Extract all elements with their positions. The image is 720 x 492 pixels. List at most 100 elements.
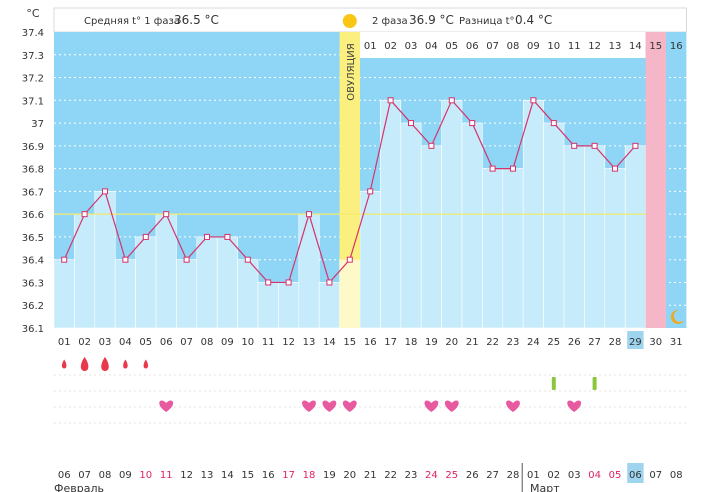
cycle-day-label: 25 bbox=[547, 337, 560, 348]
temp-bar bbox=[298, 213, 320, 329]
y-tick-label: 36.9 bbox=[22, 142, 44, 153]
ovulation-column bbox=[339, 32, 360, 328]
heart-icon bbox=[567, 400, 582, 412]
symptoms-panel bbox=[54, 352, 687, 456]
cycle-day-label: 17 bbox=[384, 337, 397, 348]
calendar-date-label: 22 bbox=[384, 470, 397, 481]
period-drop-icon bbox=[101, 357, 109, 371]
calendar-date-label: 06 bbox=[629, 470, 642, 481]
y-tick-label: 36.4 bbox=[22, 256, 44, 267]
temperature-point bbox=[530, 97, 537, 104]
cycle-day-label: 11 bbox=[262, 337, 275, 348]
phase2-day-number: 04 bbox=[425, 41, 438, 52]
calendar-date-label: 25 bbox=[445, 470, 458, 481]
y-tick-label: 36.5 bbox=[22, 233, 44, 244]
temperature-point bbox=[469, 120, 476, 127]
phase2-label: 2 фаза bbox=[372, 16, 408, 27]
cycle-day-label: 08 bbox=[201, 337, 214, 348]
sun-icon bbox=[342, 14, 357, 28]
cycle-day-label: 19 bbox=[425, 337, 438, 348]
temp-bar bbox=[359, 191, 381, 329]
calendar-date-label: 02 bbox=[547, 470, 560, 481]
phase1-label: Средняя t° 1 фаза bbox=[84, 16, 180, 27]
temp-bar bbox=[176, 259, 198, 329]
heart-icon bbox=[506, 400, 520, 412]
calendar-date-label: 16 bbox=[262, 470, 275, 481]
cycle-day-label: 14 bbox=[323, 337, 336, 348]
y-tick-label: 36.1 bbox=[22, 324, 44, 335]
phase2-day-number: 08 bbox=[507, 41, 520, 52]
temperature-point bbox=[142, 233, 149, 240]
calendar-date-label: 05 bbox=[609, 470, 622, 481]
marker-icon bbox=[592, 377, 597, 390]
temperature-point bbox=[204, 233, 210, 240]
cycle-day-label: 21 bbox=[466, 337, 479, 348]
calendar-date-label: 09 bbox=[119, 470, 132, 481]
temperature-point bbox=[326, 279, 333, 286]
calendar-date-label: 27 bbox=[486, 470, 499, 481]
calendar-date-label: 13 bbox=[201, 470, 214, 481]
cycle-day-label: 16 bbox=[364, 337, 377, 348]
heart-icon bbox=[159, 400, 174, 412]
temperature-point bbox=[448, 97, 455, 104]
calendar-date-label: 03 bbox=[568, 470, 581, 481]
cycle-day-label: 23 bbox=[507, 337, 520, 348]
phase2-day-number: 09 bbox=[527, 41, 540, 52]
temp-bar bbox=[400, 122, 422, 329]
cycle-day-label: 07 bbox=[180, 337, 193, 348]
month-2: Март bbox=[530, 482, 560, 492]
temp-bar bbox=[543, 122, 565, 329]
y-tick-label: 36.6 bbox=[22, 210, 44, 221]
highlight-day-bg bbox=[627, 331, 644, 349]
calendar-date-label: 17 bbox=[282, 470, 295, 481]
y-tick-label: 36.3 bbox=[22, 278, 44, 289]
calendar-date-label: 14 bbox=[221, 470, 234, 481]
temperature-point bbox=[183, 256, 190, 263]
calendar-date-label: 11 bbox=[160, 470, 173, 481]
calendar-date-label: 04 bbox=[588, 470, 601, 481]
temperature-point bbox=[306, 211, 312, 218]
cycle-day-label: 31 bbox=[670, 337, 683, 348]
temperature-point bbox=[489, 165, 496, 172]
temperature-point bbox=[550, 120, 557, 127]
temperature-point bbox=[387, 97, 394, 104]
cycle-day-label: 12 bbox=[282, 337, 295, 348]
phase2-day-number: 11 bbox=[568, 41, 581, 52]
temp-bar bbox=[482, 168, 504, 329]
phase1-value: 36.5 °C bbox=[174, 13, 219, 27]
calendar-date-label: 28 bbox=[507, 470, 520, 481]
cycle-day-label: 02 bbox=[78, 337, 91, 348]
unit-label: °C bbox=[26, 7, 40, 20]
temperature-point bbox=[163, 211, 170, 218]
temperature-point bbox=[265, 279, 272, 286]
y-tick-label: 37.1 bbox=[22, 96, 44, 107]
phase2-day-number: 15 bbox=[649, 41, 662, 52]
temp-bar bbox=[257, 282, 279, 329]
temperature-point bbox=[61, 256, 68, 263]
temperature-point bbox=[244, 256, 251, 263]
temp-bar bbox=[278, 282, 300, 329]
y-tick-label: 37.4 bbox=[22, 28, 44, 39]
calendar-date-label: 10 bbox=[139, 470, 152, 481]
phase2-value: 36.9 °C bbox=[409, 13, 454, 27]
diff-label: Разница t° bbox=[459, 16, 515, 27]
ovulation-label: ОВУЛЯЦИЯ bbox=[346, 43, 357, 101]
cycle-day-label: 28 bbox=[609, 337, 622, 348]
phase2-day-strip bbox=[360, 32, 687, 58]
cycle-day-label: 18 bbox=[405, 337, 418, 348]
temp-bar bbox=[502, 168, 524, 329]
y-tick-label: 36.8 bbox=[22, 165, 44, 176]
temp-bar bbox=[563, 145, 585, 329]
calendar-date-label: 21 bbox=[364, 470, 377, 481]
temperature-point bbox=[346, 256, 353, 263]
calendar-date-label: 07 bbox=[78, 470, 91, 481]
marker-icon bbox=[551, 377, 556, 390]
temperature-point bbox=[285, 279, 292, 286]
temperature-point bbox=[632, 142, 639, 149]
cycle-day-label: 27 bbox=[588, 337, 601, 348]
cycle-day-label: 15 bbox=[343, 337, 356, 348]
temp-bar bbox=[216, 236, 238, 329]
temp-bar bbox=[237, 259, 259, 329]
temperature-point bbox=[367, 188, 374, 195]
